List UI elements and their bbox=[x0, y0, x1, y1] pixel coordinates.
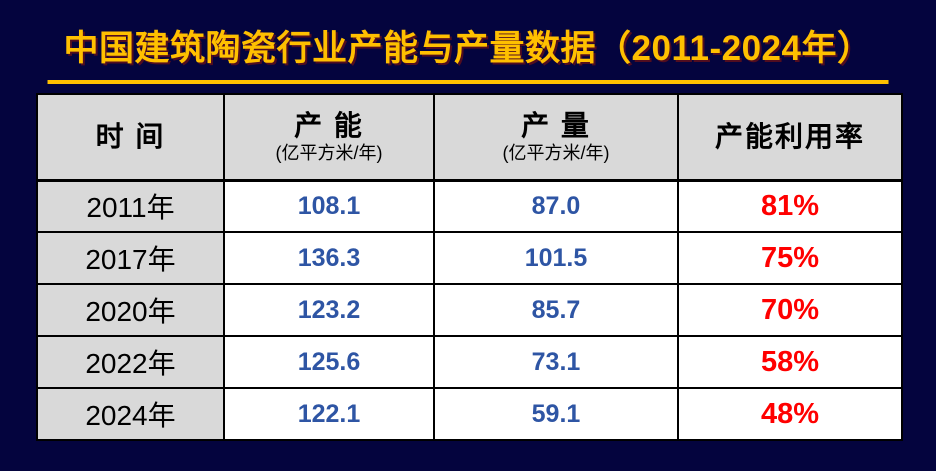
output-cell: 85.7 bbox=[433, 283, 679, 337]
capacity-cell: 122.1 bbox=[223, 387, 435, 441]
year-cell: 2024年 bbox=[36, 387, 225, 441]
header-row: 时 间 产 能 (亿平方米/年) 产 量 (亿平方米/年) 产能利用率 bbox=[36, 93, 903, 182]
column-header-time: 时 间 bbox=[36, 93, 225, 182]
table-row: 2024年 122.1 59.1 48% bbox=[36, 387, 903, 441]
capacity-output-table: 时 间 产 能 (亿平方米/年) 产 量 (亿平方米/年) 产能利用率 2011… bbox=[36, 93, 903, 441]
capacity-cell: 123.2 bbox=[223, 283, 435, 337]
column-header-capacity-label: 产 能 bbox=[294, 109, 364, 141]
year-cell: 2017年 bbox=[36, 231, 225, 285]
column-header-output: 产 量 (亿平方米/年) bbox=[433, 93, 679, 182]
page-title: 中国建筑陶瓷行业产能与产量数据（2011-2024年） bbox=[63, 29, 873, 68]
capacity-cell: 136.3 bbox=[223, 231, 435, 285]
year-cell: 2020年 bbox=[36, 283, 225, 337]
column-header-utilization-label: 产能利用率 bbox=[714, 120, 865, 152]
table-row: 2022年 125.6 73.1 58% bbox=[36, 335, 903, 389]
table-row: 2020年 123.2 85.7 70% bbox=[36, 283, 903, 337]
year-cell: 2022年 bbox=[36, 335, 225, 389]
utilization-cell: 58% bbox=[677, 335, 903, 389]
output-cell: 59.1 bbox=[433, 387, 679, 441]
column-header-utilization: 产能利用率 bbox=[677, 93, 903, 182]
table-row: 2017年 136.3 101.5 75% bbox=[36, 231, 903, 285]
utilization-cell: 70% bbox=[677, 283, 903, 337]
utilization-cell: 48% bbox=[677, 387, 903, 441]
year-cell: 2011年 bbox=[36, 179, 225, 233]
output-cell: 101.5 bbox=[433, 231, 679, 285]
output-cell: 87.0 bbox=[433, 179, 679, 233]
column-header-capacity-unit: (亿平方米/年) bbox=[275, 142, 383, 163]
column-header-output-unit: (亿平方米/年) bbox=[502, 142, 610, 163]
output-cell: 73.1 bbox=[433, 335, 679, 389]
capacity-cell: 125.6 bbox=[223, 335, 435, 389]
utilization-cell: 81% bbox=[677, 179, 903, 233]
column-header-time-label: 时 间 bbox=[95, 120, 166, 152]
column-header-capacity: 产 能 (亿平方米/年) bbox=[223, 93, 435, 182]
column-header-output-label: 产 量 bbox=[521, 109, 591, 141]
utilization-cell: 75% bbox=[677, 231, 903, 285]
title-underline: 中国建筑陶瓷行业产能与产量数据（2011-2024年） bbox=[47, 20, 889, 84]
capacity-cell: 108.1 bbox=[223, 179, 435, 233]
table-row: 2011年 108.1 87.0 81% bbox=[36, 179, 903, 233]
